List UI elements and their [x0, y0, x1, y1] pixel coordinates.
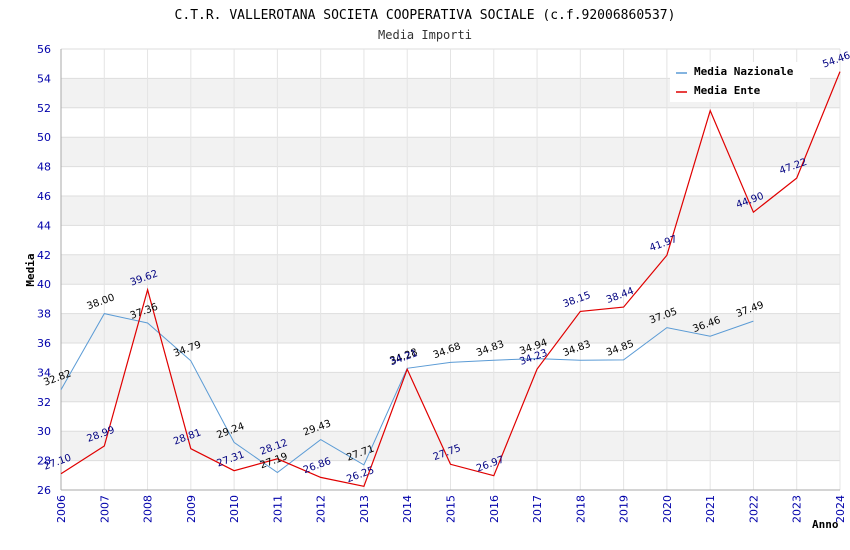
gridlines — [60, 48, 841, 491]
y-tick-label: 48 — [37, 161, 51, 174]
x-tick-label: 2016 — [488, 495, 501, 523]
x-tick-label: 2021 — [704, 495, 717, 523]
y-tick-labels: 26 28 30 32 34 36 38 40 42 44 46 48 50 52 54 56 — [37, 43, 51, 497]
y-tick-label: 50 — [37, 131, 51, 144]
x-tick-label: 2024 — [834, 495, 847, 523]
x-tick-label: 2023 — [791, 495, 804, 523]
x-tick-label: 2009 — [185, 495, 198, 523]
x-tick-label: 2020 — [661, 495, 674, 523]
x-tick-label: 2008 — [142, 495, 155, 523]
y-tick-label: 42 — [37, 249, 51, 262]
legend-box — [670, 62, 810, 102]
series-line-ente — [60, 71, 841, 487]
x-tick-label: 2006 — [55, 495, 68, 523]
x-tick-label: 2014 — [401, 495, 414, 523]
y-tick-label: 56 — [37, 43, 51, 56]
y-tick-label: 54 — [37, 72, 51, 85]
y-tick-label: 46 — [37, 190, 51, 203]
y-tick-label: 52 — [37, 102, 51, 115]
y-axis-label: Media — [24, 253, 37, 286]
legend: Media Nazionale Media Ente — [670, 62, 810, 102]
y-tick-label: 38 — [37, 308, 51, 321]
y-tick-label: 36 — [37, 337, 51, 350]
y-tick-label: 40 — [37, 278, 51, 291]
x-tick-label: 2010 — [228, 495, 241, 523]
y-tick-label: 32 — [37, 396, 51, 409]
x-tick-label: 2012 — [315, 495, 328, 523]
y-tick-label: 30 — [37, 425, 51, 438]
x-tick-label: 2007 — [98, 495, 111, 523]
x-tick-label: 2022 — [747, 495, 760, 523]
x-tick-label: 2015 — [445, 495, 458, 523]
chart-title: C.T.R. VALLEROTANA SOCIETA COOPERATIVA S… — [175, 8, 676, 23]
x-tick-label: 2013 — [358, 495, 371, 523]
x-tick-label: 2018 — [574, 495, 587, 523]
series-lines — [60, 71, 841, 487]
x-tick-label: 2011 — [271, 495, 284, 523]
chart-subtitle: Media Importi — [378, 28, 472, 42]
x-axis-label: Anno — [812, 518, 839, 531]
axes — [60, 49, 840, 491]
y-tick-label: 26 — [37, 484, 51, 497]
legend-label-ente: Media Ente — [694, 84, 761, 97]
y-tick-label: 34 — [37, 366, 51, 379]
x-tick-label: 2019 — [618, 495, 631, 523]
y-tick-label: 28 — [37, 455, 51, 468]
y-tick-label: 44 — [37, 219, 51, 232]
legend-label-nazionale: Media Nazionale — [694, 65, 794, 78]
x-tick-labels: 2006 2007 2008 2009 2010 2011 2012 2013 2014 2015… — [55, 495, 847, 523]
x-tick-label: 2017 — [531, 495, 544, 523]
